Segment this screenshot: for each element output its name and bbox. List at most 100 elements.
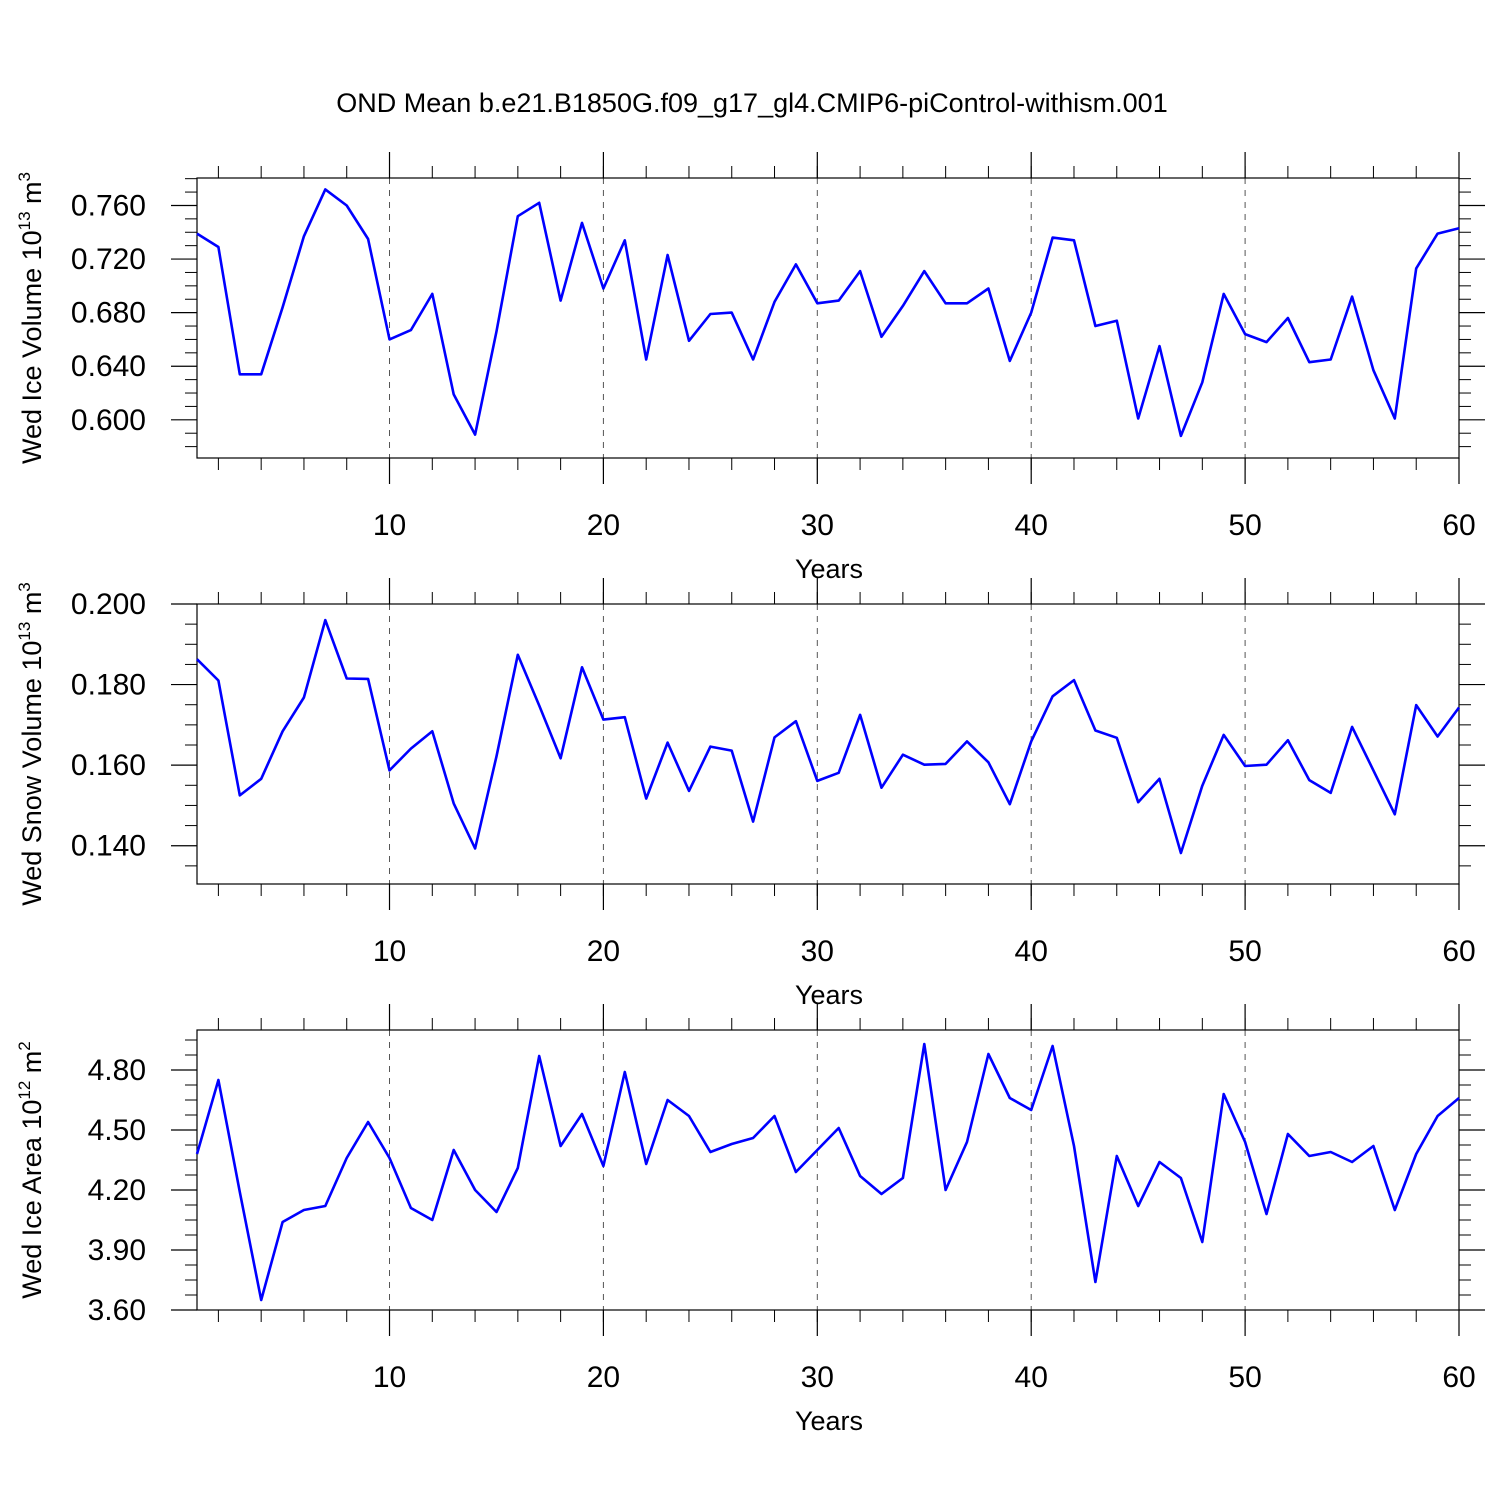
data-point [1178, 1175, 1184, 1181]
y-axis-label: Wed Ice Volume 1013 m3 [15, 172, 47, 464]
data-point [1370, 1143, 1376, 1149]
data-point [1263, 1211, 1269, 1217]
data-point [814, 1147, 820, 1153]
data-point [579, 1111, 585, 1117]
data-point [558, 1143, 564, 1149]
data-point [943, 1187, 949, 1193]
data-point [707, 1149, 713, 1155]
data-point [1114, 1153, 1120, 1159]
y-tick-label: 0.760 [71, 189, 146, 222]
data-point [451, 800, 457, 806]
data-point [943, 300, 949, 306]
y-tick-label: 3.60 [88, 1294, 146, 1327]
data-point [707, 311, 713, 317]
data-point [921, 762, 927, 768]
data-point [215, 678, 221, 684]
data-point [622, 237, 628, 243]
plot-frame [196, 603, 1460, 885]
data-point [515, 1165, 521, 1171]
data-point [493, 753, 499, 759]
data-point [793, 1169, 799, 1175]
data-point [1306, 777, 1312, 783]
x-tick-label: 40 [1015, 1361, 1048, 1394]
data-point [836, 1125, 842, 1131]
data-point [1328, 357, 1334, 363]
data-point [836, 770, 842, 776]
panel-snow-volume: 10 20 30 40 50 60 0.140 0.160 0.180 0.200 Years Wed… [15, 578, 1485, 1010]
data-point [1157, 1159, 1163, 1165]
data-point [1242, 331, 1248, 337]
data-point [215, 244, 221, 250]
data-point [1456, 705, 1462, 711]
data-point [1221, 291, 1227, 297]
plot-frame [196, 177, 1460, 459]
x-axis-label: Years [795, 554, 863, 584]
data-point [280, 728, 286, 734]
figure-title: OND Mean b.e21.B1850G.f09_g17_gl4.CMIP6-… [336, 88, 1167, 118]
data-point [387, 336, 393, 342]
data-point [1328, 1149, 1334, 1155]
data-point [536, 1053, 542, 1059]
y-tick-label: 3.90 [88, 1234, 146, 1267]
data-point [964, 300, 970, 306]
data-point [1071, 237, 1077, 243]
data-point [1157, 343, 1163, 349]
data-point [344, 1155, 350, 1161]
data-point [387, 767, 393, 773]
data-point [729, 748, 735, 754]
data-point [1007, 1095, 1013, 1101]
panel-ice-area: 10 20 30 40 50 60 3.60 3.90 4.20 4.50 4.80 Years Wed… [15, 1004, 1485, 1436]
data-point [1370, 767, 1376, 773]
data-point [1050, 1043, 1056, 1049]
data-point [322, 186, 328, 192]
data-point [1028, 738, 1034, 744]
data-point [643, 357, 649, 363]
data-point [237, 1189, 243, 1195]
data-point [1328, 790, 1334, 796]
x-tick-label: 50 [1228, 1361, 1261, 1394]
data-point [1285, 315, 1291, 321]
data-point [622, 1069, 628, 1075]
data-point [1349, 294, 1355, 300]
data-point [814, 778, 820, 784]
data-point [857, 1173, 863, 1179]
data-point [750, 357, 756, 363]
data-point [451, 391, 457, 397]
data-point [900, 752, 906, 758]
data-point [1263, 762, 1269, 768]
x-tick-label: 50 [1228, 935, 1261, 968]
data-point [1370, 367, 1376, 373]
data-line-ice-volume [196, 188, 1460, 438]
data-point [258, 371, 264, 377]
data-point [1349, 724, 1355, 730]
data-point [1007, 358, 1013, 364]
data-point [493, 1209, 499, 1215]
x-tick-label: 60 [1442, 1361, 1475, 1394]
data-point [878, 334, 884, 340]
data-point [322, 617, 328, 623]
data-point [1435, 734, 1441, 740]
data-point [729, 1141, 735, 1147]
data-point [857, 268, 863, 274]
data-point [1028, 1107, 1034, 1113]
data-point [921, 1041, 927, 1047]
data-point [1392, 415, 1398, 421]
data-point [258, 1297, 264, 1303]
data-point [1114, 318, 1120, 324]
data-point [1199, 379, 1205, 385]
data-point [772, 1113, 778, 1119]
data-point [900, 1175, 906, 1181]
data-point [365, 236, 371, 242]
data-point [215, 1077, 221, 1083]
data-point [1135, 415, 1141, 421]
data-point [985, 759, 991, 765]
data-point [258, 776, 264, 782]
plot-frame [196, 1029, 1460, 1311]
panel-ice-volume: 10 20 30 40 50 60 0.600 0.640 0.680 0.720 0.760 Yea… [15, 152, 1485, 584]
data-point [985, 1051, 991, 1057]
data-point [194, 231, 200, 237]
data-point [1285, 737, 1291, 743]
x-tick-label: 20 [587, 509, 620, 542]
x-tick-label: 60 [1442, 935, 1475, 968]
data-point [1199, 783, 1205, 789]
